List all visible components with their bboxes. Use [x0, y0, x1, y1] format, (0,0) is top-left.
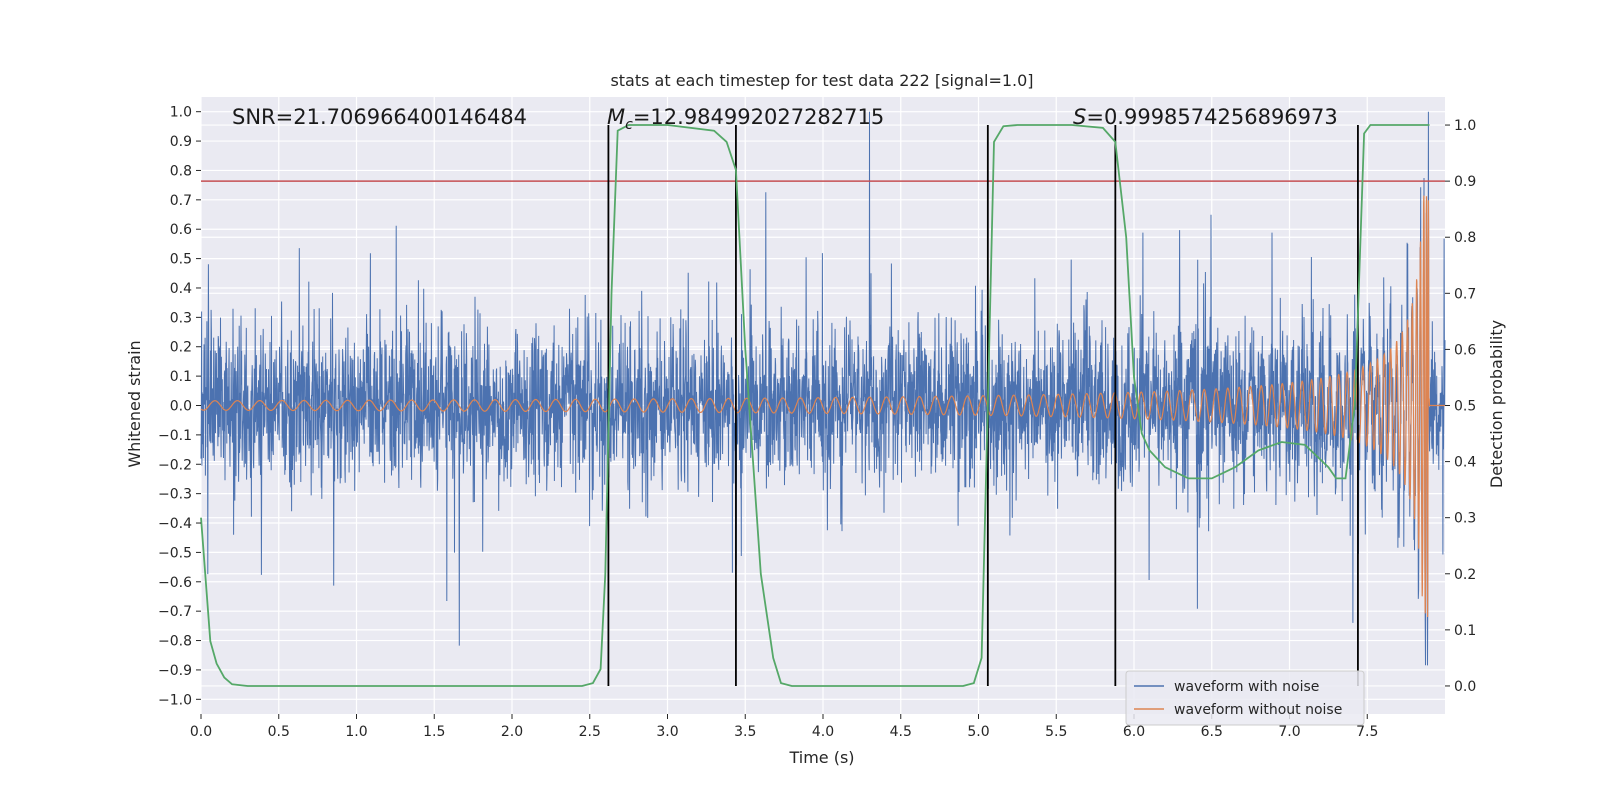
s-symbol: S [1073, 105, 1086, 129]
y-right-tick-label: 0.9 [1454, 174, 1476, 190]
y-left-tick-label: 1.0 [170, 105, 192, 121]
snr-annotation: SNR=21.706966400146484 [232, 105, 527, 129]
y-left-tick-label: 0.6 [170, 222, 192, 238]
y-right-tick-label: 1.0 [1454, 118, 1476, 134]
y-right-tick-label: 0.6 [1454, 342, 1476, 358]
y-left-tick-label: −0.9 [158, 663, 192, 679]
series-line-waveform-without-noise [200, 195, 1445, 618]
s-annotation: S=0.9998574256896973 [1073, 105, 1338, 129]
y-left-tick-label: 0.4 [170, 281, 192, 297]
series-line-detection-probability [200, 124, 1430, 687]
x-tick-label: 7.5 [1356, 724, 1378, 740]
x-tick-label: 1.5 [423, 724, 445, 740]
y-right-tick-label: 0.1 [1454, 623, 1476, 639]
x-tick-label: 0.5 [268, 724, 290, 740]
y-right-tick-label: 0.0 [1454, 679, 1476, 695]
y-left-tick-label: 0.8 [170, 163, 192, 179]
chirp-mass-value: =12.984992027282715 [633, 105, 884, 129]
legend-label-waveform-with-noise: waveform with noise [1174, 679, 1319, 695]
y-left-tick-label: −0.4 [158, 516, 192, 532]
x-tick-label: 0.0 [190, 724, 212, 740]
x-tick-label: 3.5 [734, 724, 756, 740]
y-left-tick-label: −0.8 [158, 634, 192, 650]
y-right-tick-label: 0.3 [1454, 511, 1476, 527]
y-left-tick-label: 0.9 [170, 134, 192, 150]
y-left-tick-label: 0.1 [170, 369, 192, 385]
y-right-tick-label: 0.5 [1454, 399, 1476, 415]
y-left-tick-label: −0.2 [158, 457, 192, 473]
y-left-tick-label: −0.6 [158, 575, 192, 591]
y-left-tick-label: −0.5 [158, 545, 192, 561]
x-tick-label: 2.5 [579, 724, 601, 740]
chirp-mass-subscript: c [625, 117, 633, 133]
x-axis-ticks: 0.0 0.5 1.0 1.5 2.0 2.5 3.0 3.5 4.0 4.5 5.0 5.5 6.0 6… [190, 714, 1378, 740]
y-left-tick-label: 0.2 [170, 340, 192, 356]
y-right-tick-label: 0.4 [1454, 455, 1476, 471]
legend-label-waveform-without-noise: waveform without noise [1174, 702, 1342, 718]
chirp-mass-annotation: Mc=12.984992027282715 [607, 105, 884, 133]
y-left-tick-label: 0.5 [170, 252, 192, 268]
x-tick-label: 5.5 [1045, 724, 1067, 740]
x-tick-label: 1.0 [345, 724, 367, 740]
s-value: =0.9998574256896973 [1086, 105, 1337, 129]
x-tick-label: 4.0 [812, 724, 834, 740]
y-left-tick-label: 0.3 [170, 310, 192, 326]
y-right-tick-label: 0.2 [1454, 567, 1476, 583]
legend-box [1125, 670, 1365, 726]
y-left-tick-label: 0.7 [170, 193, 192, 209]
x-tick-label: 6.5 [1201, 724, 1223, 740]
legend: waveform with noise waveform without noi… [1125, 670, 1365, 726]
y-axis-left-ticks: 1.0 0.9 0.8 0.7 0.6 0.5 0.4 0.3 0.2 0.1 0.0 −0.1 −0.… [158, 105, 201, 708]
x-tick-label: 2.0 [501, 724, 523, 740]
y-left-tick-label: −0.7 [158, 604, 192, 620]
x-tick-label: 5.0 [967, 724, 989, 740]
x-tick-label: 6.0 [1123, 724, 1145, 740]
series-group [200, 111, 1446, 687]
y-left-tick-label: 0.0 [170, 399, 192, 415]
y-right-tick-label: 0.7 [1454, 286, 1476, 302]
y-axis-left-label: Whitened strain [125, 340, 144, 467]
x-tick-label: 3.0 [656, 724, 678, 740]
x-tick-label: 7.0 [1278, 724, 1300, 740]
y-axis-right-label: Detection probability [1487, 320, 1506, 488]
chirp-mass-symbol: M [607, 105, 625, 129]
y-right-tick-label: 0.8 [1454, 230, 1476, 246]
y-left-tick-label: −0.3 [158, 487, 192, 503]
y-left-tick-label: −1.0 [158, 692, 192, 708]
x-axis-label: Time (s) [788, 748, 854, 767]
x-tick-label: 4.5 [890, 724, 912, 740]
y-axis-right-ticks: 1.0 0.9 0.8 0.7 0.6 0.5 0.4 0.3 0.2 0.1 0.0 [1445, 118, 1476, 695]
chart-title: stats at each timestep for test data 222… [610, 71, 1033, 90]
y-left-tick-label: −0.1 [158, 428, 192, 444]
